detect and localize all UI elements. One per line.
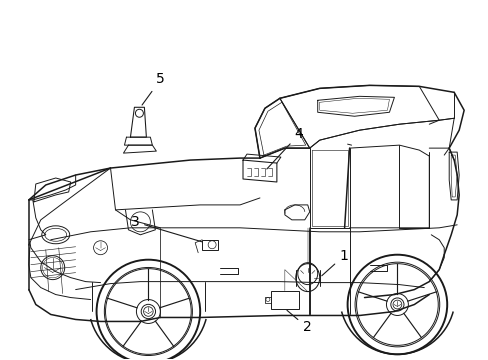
Text: 1: 1 — [321, 249, 348, 276]
Circle shape — [136, 300, 160, 323]
Text: 4: 4 — [266, 127, 303, 169]
Text: 3: 3 — [130, 215, 202, 242]
Text: 5: 5 — [142, 72, 165, 105]
Circle shape — [386, 293, 407, 315]
Text: 2: 2 — [286, 310, 311, 334]
